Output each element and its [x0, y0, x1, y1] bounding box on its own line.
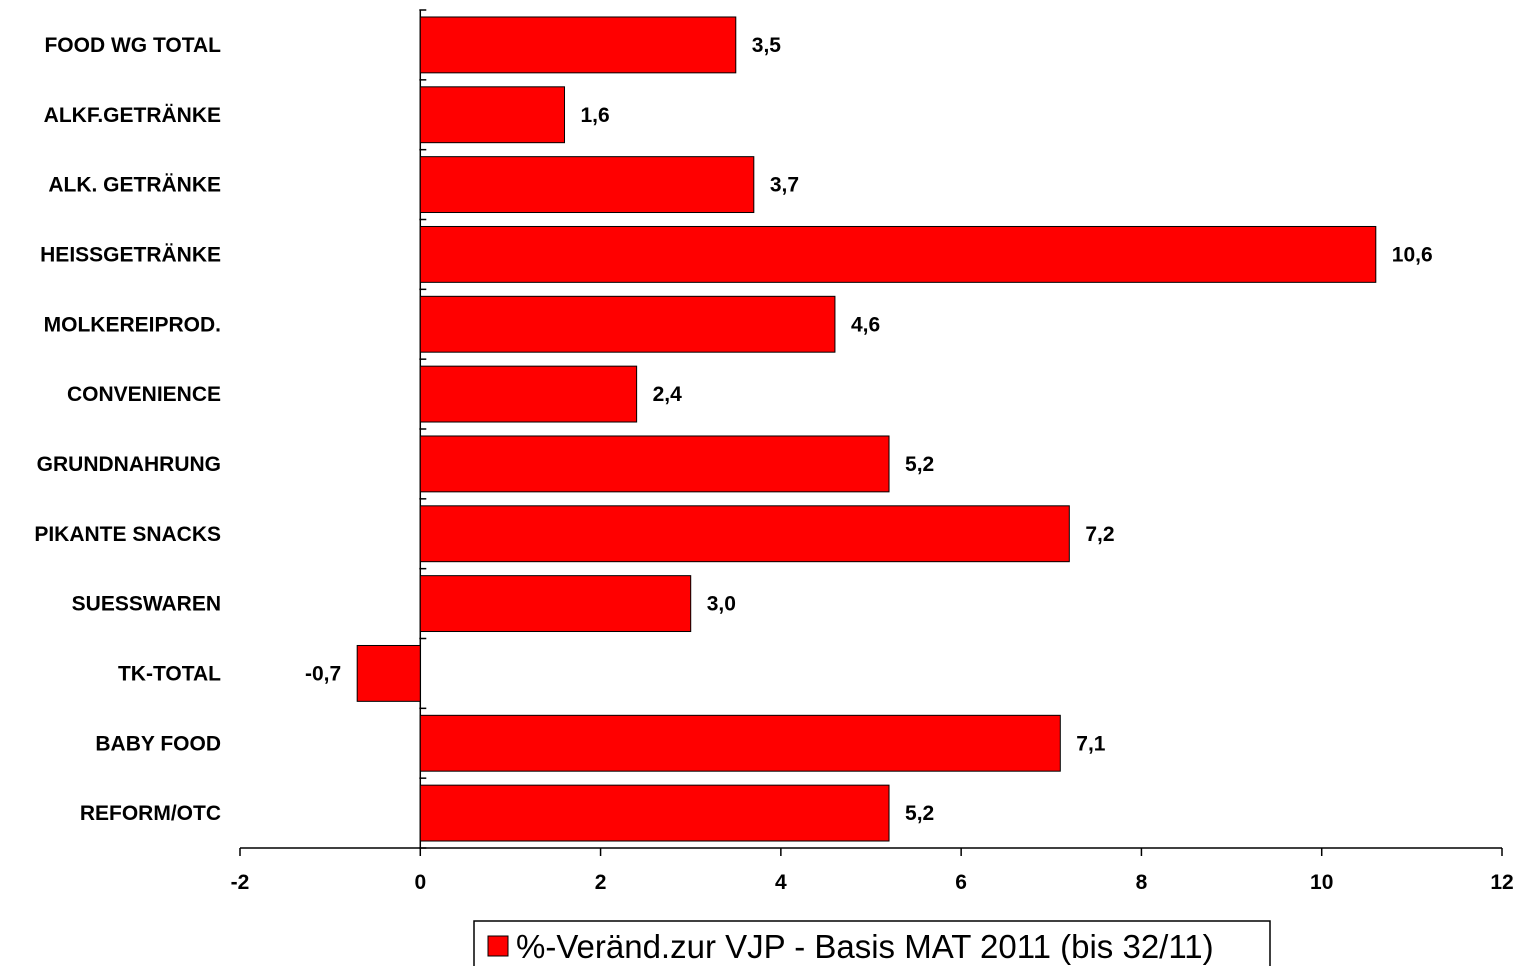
bar — [419, 86, 566, 144]
bar — [356, 644, 421, 702]
category-label: BABY FOOD — [95, 732, 221, 755]
data-label: 10,6 — [1392, 243, 1433, 266]
data-label: 1,6 — [581, 104, 610, 127]
tick-label: 10 — [1310, 871, 1333, 894]
bar — [419, 714, 1061, 772]
category-label: REFORM/OTC — [80, 802, 221, 825]
legend-box — [473, 920, 1271, 966]
data-label: 5,2 — [905, 802, 934, 825]
legend-label: %-Veränd.zur VJP - Basis MAT 2011 (bis 3… — [516, 928, 1214, 965]
bar — [419, 295, 836, 353]
data-label: 3,5 — [752, 34, 782, 57]
data-label: 5,2 — [905, 453, 934, 476]
category-label: CONVENIENCE — [67, 383, 221, 406]
data-label: 2,4 — [653, 383, 683, 406]
legend-swatch — [487, 935, 509, 957]
category-label: PIKANTE SNACKS — [34, 523, 221, 546]
data-label: 3,0 — [707, 593, 736, 616]
category-label: MOLKEREIPROD. — [44, 313, 221, 336]
tick-label: 4 — [775, 871, 787, 894]
category-label: TK-TOTAL — [118, 662, 221, 685]
category-label: FOOD WG TOTAL — [44, 34, 221, 57]
bar — [419, 505, 1070, 563]
data-label: 7,2 — [1085, 523, 1114, 546]
bar — [419, 784, 890, 842]
bar — [419, 575, 692, 633]
data-label: -0,7 — [305, 662, 341, 685]
bar — [419, 225, 1377, 283]
bar — [419, 16, 737, 74]
data-label: 4,6 — [851, 313, 880, 336]
tick-label: 2 — [595, 871, 607, 894]
tick-label: 8 — [1136, 871, 1148, 894]
bar — [419, 435, 890, 493]
tick-label: 6 — [955, 871, 967, 894]
bar — [419, 156, 755, 214]
tick-label: 12 — [1490, 871, 1513, 894]
tick-label: 0 — [414, 871, 426, 894]
data-label: 3,7 — [770, 174, 799, 197]
category-label: HEISSGETRÄNKE — [40, 243, 221, 266]
data-label: 7,1 — [1076, 732, 1106, 755]
category-label: ALKF.GETRÄNKE — [44, 104, 221, 127]
category-label: ALK. GETRÄNKE — [48, 174, 221, 197]
category-label: GRUNDNAHRUNG — [37, 453, 221, 476]
tick-label: -2 — [231, 871, 250, 894]
category-label: SUESSWAREN — [72, 593, 221, 616]
bar — [419, 365, 638, 423]
